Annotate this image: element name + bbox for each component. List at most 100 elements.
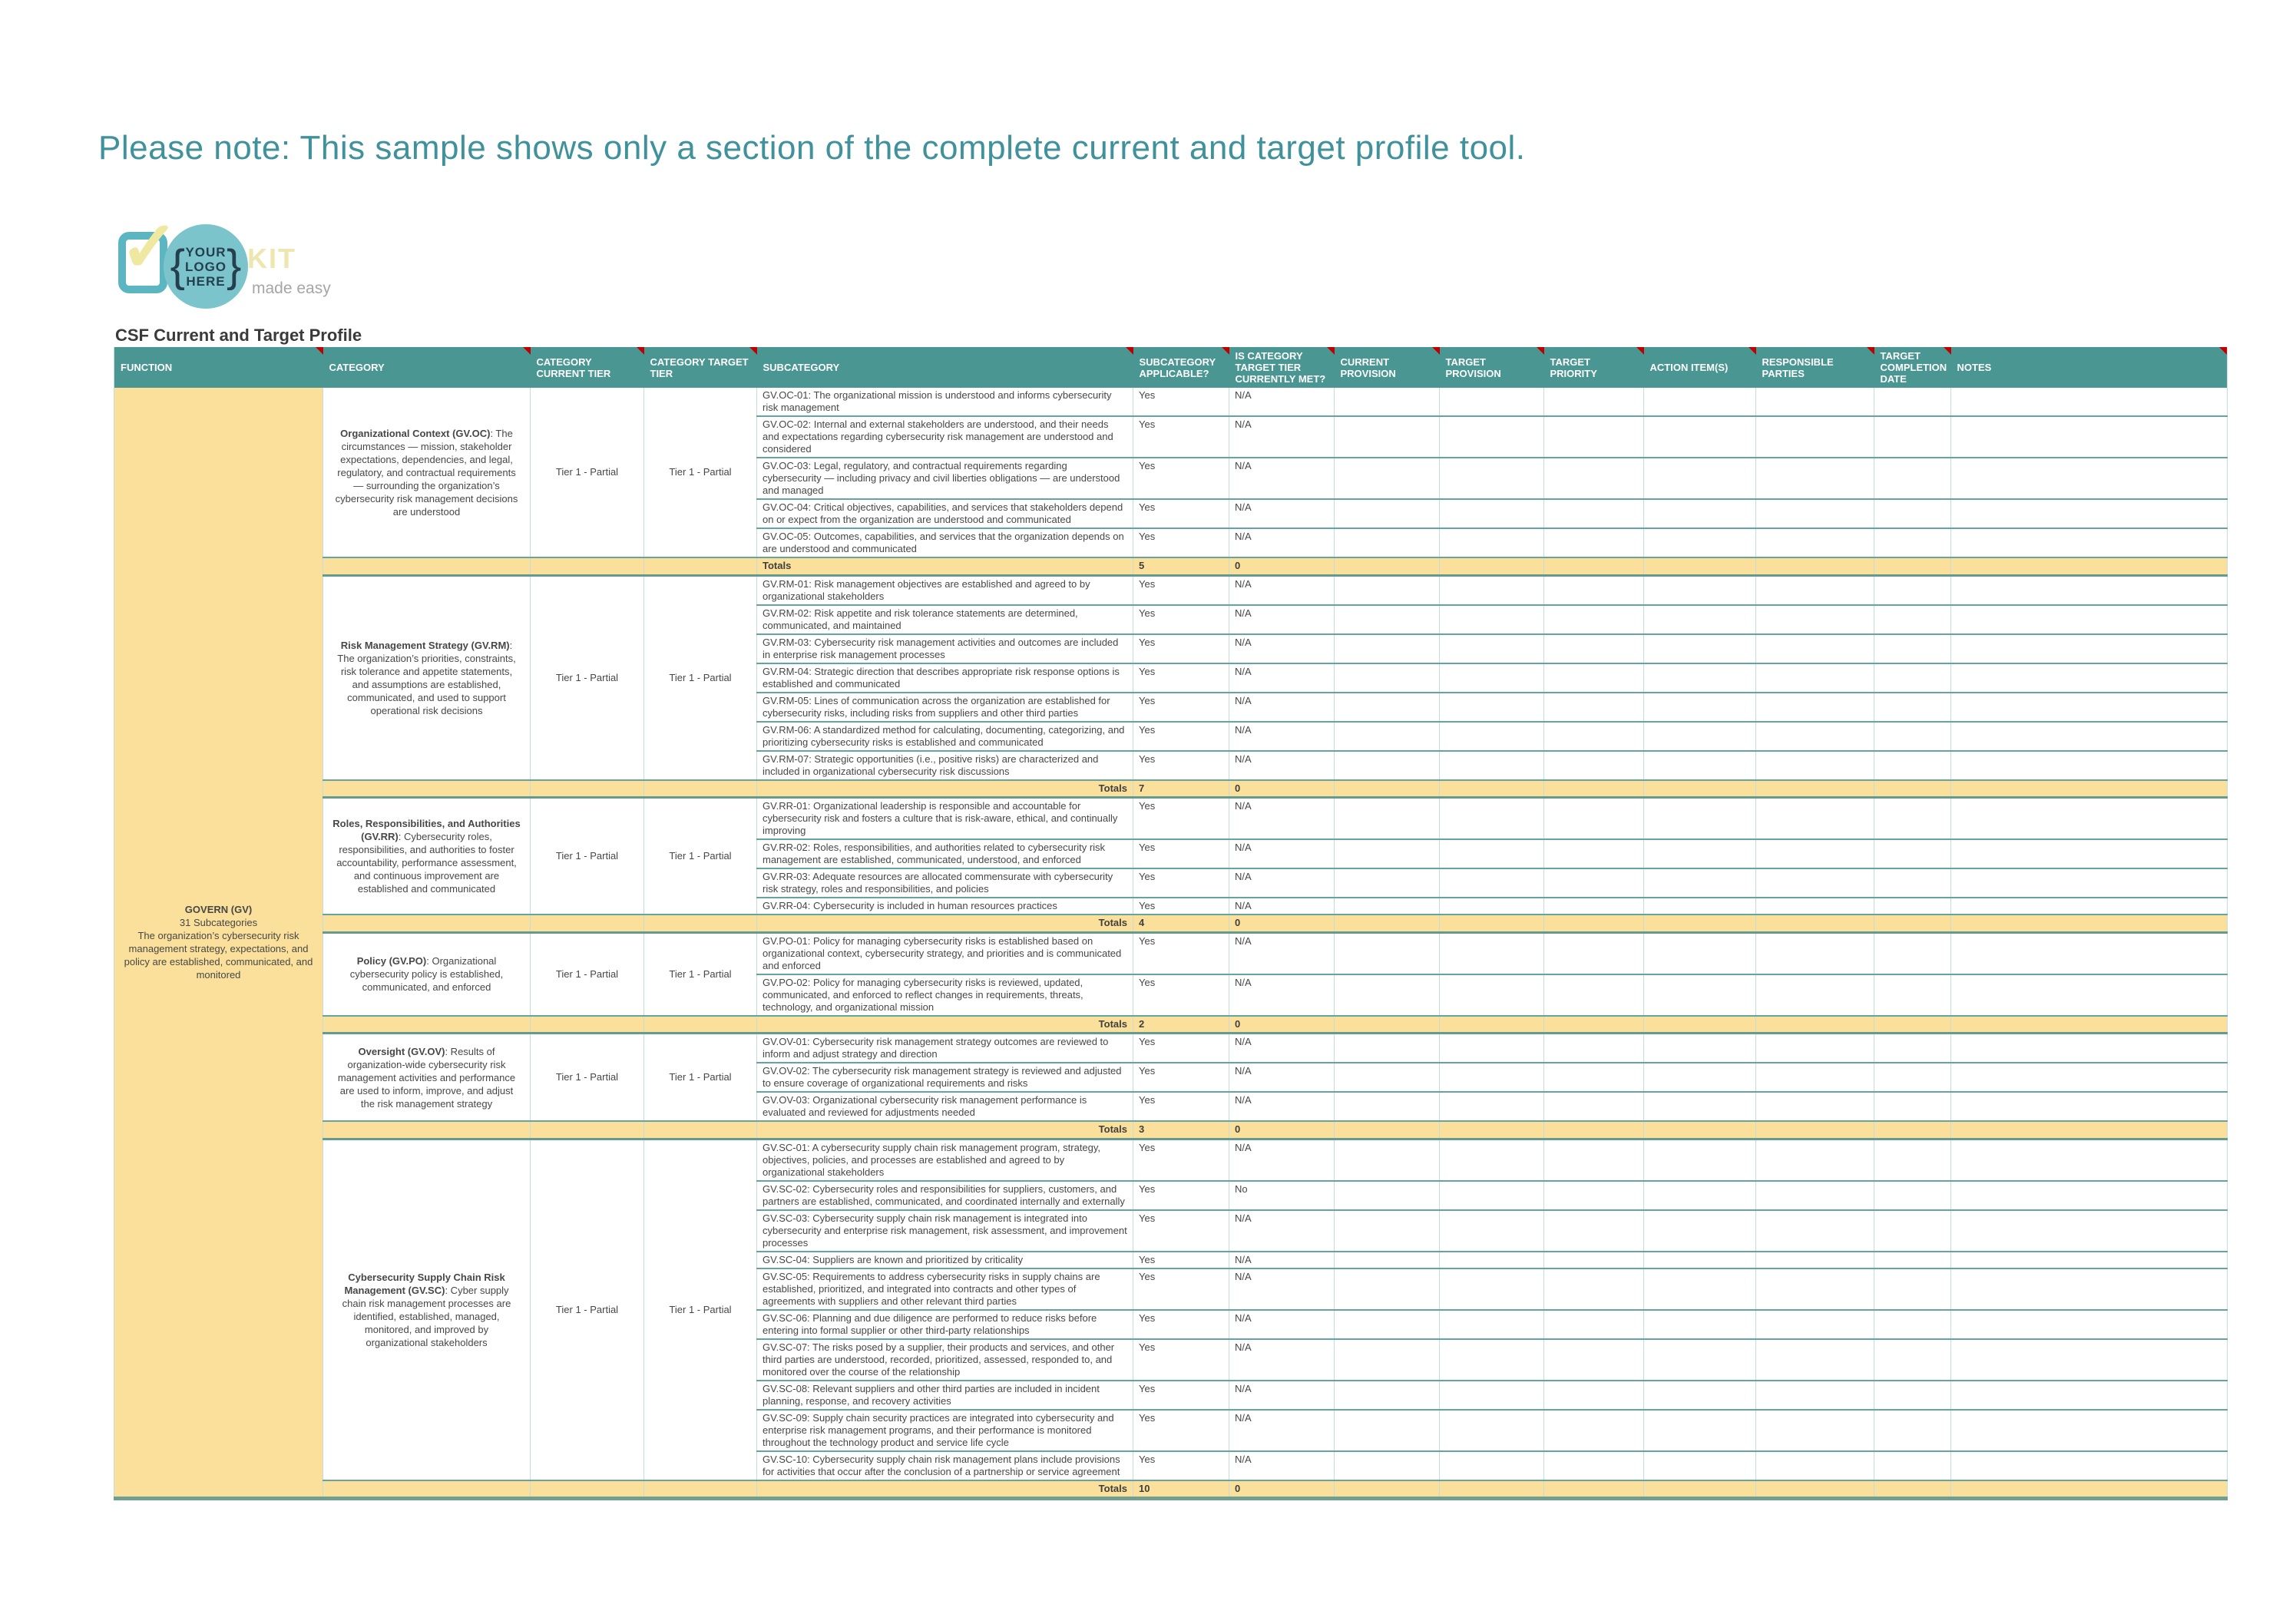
tier-met-cell[interactable]: N/A — [1229, 1309, 1335, 1340]
empty-cell[interactable] — [1643, 898, 1756, 915]
applicable-cell[interactable]: Yes — [1133, 797, 1229, 840]
empty-cell[interactable] — [1439, 1063, 1544, 1093]
tier-met-cell[interactable]: N/A — [1229, 1033, 1335, 1063]
totals-target-tier-cell[interactable] — [643, 1121, 757, 1140]
applicable-cell[interactable]: Yes — [1133, 1092, 1229, 1122]
empty-cell[interactable] — [1543, 779, 1644, 799]
applicable-cell[interactable]: Yes — [1133, 839, 1229, 869]
empty-cell[interactable] — [1950, 1033, 2228, 1063]
empty-cell[interactable] — [1950, 1268, 2228, 1311]
totals-label-cell[interactable]: Totals — [756, 1480, 1133, 1500]
empty-cell[interactable] — [1874, 1139, 1951, 1182]
empty-cell[interactable] — [1874, 416, 1951, 458]
empty-cell[interactable] — [1755, 575, 1874, 606]
empty-cell[interactable] — [1439, 1409, 1544, 1452]
empty-cell[interactable] — [1334, 1480, 1440, 1500]
empty-cell[interactable] — [1439, 868, 1544, 898]
empty-cell[interactable] — [1874, 839, 1951, 869]
empty-cell[interactable] — [1643, 750, 1756, 781]
empty-cell[interactable] — [1874, 1180, 1951, 1211]
subcategory-cell[interactable]: GV.SC-05: Requirements to address cybers… — [756, 1268, 1133, 1311]
empty-cell[interactable] — [1643, 932, 1756, 975]
empty-cell[interactable] — [1334, 388, 1440, 417]
empty-cell[interactable] — [1334, 1409, 1440, 1452]
empty-cell[interactable] — [1950, 416, 2228, 458]
empty-cell[interactable] — [1755, 416, 1874, 458]
tier-met-cell[interactable]: N/A — [1229, 1209, 1335, 1252]
tier-met-cell[interactable]: N/A — [1229, 528, 1335, 558]
empty-cell[interactable] — [1643, 1092, 1756, 1122]
applicable-cell[interactable]: Yes — [1133, 1063, 1229, 1093]
empty-cell[interactable] — [1643, 839, 1756, 869]
subcategory-cell[interactable]: GV.RR-04: Cybersecurity is included in h… — [756, 898, 1133, 915]
applicable-cell[interactable]: Yes — [1133, 932, 1229, 975]
totals-applicable-cell[interactable]: 4 — [1133, 915, 1229, 934]
applicable-cell[interactable]: Yes — [1133, 1409, 1229, 1452]
empty-cell[interactable] — [1755, 868, 1874, 898]
empty-cell[interactable] — [1543, 557, 1644, 577]
empty-cell[interactable] — [1950, 388, 2228, 417]
empty-cell[interactable] — [1874, 557, 1951, 577]
subcategory-cell[interactable]: GV.RM-06: A standardized method for calc… — [756, 721, 1133, 752]
empty-cell[interactable] — [1543, 1209, 1644, 1252]
tier-met-cell[interactable]: N/A — [1229, 499, 1335, 529]
empty-cell[interactable] — [1643, 458, 1756, 500]
function-cell[interactable]: GOVERN (GV) 31 Subcategories The organizat… — [114, 388, 323, 1499]
tier-met-cell[interactable]: N/A — [1229, 1092, 1335, 1122]
tier-met-cell[interactable]: N/A — [1229, 604, 1335, 635]
empty-cell[interactable] — [1543, 1063, 1644, 1093]
empty-cell[interactable] — [1543, 898, 1644, 915]
subcategory-cell[interactable]: GV.SC-02: Cybersecurity roles and respon… — [756, 1180, 1133, 1211]
empty-cell[interactable] — [1543, 932, 1644, 975]
empty-cell[interactable] — [1543, 1180, 1644, 1211]
empty-cell[interactable] — [1334, 1180, 1440, 1211]
empty-cell[interactable] — [1334, 1209, 1440, 1252]
empty-cell[interactable] — [1874, 499, 1951, 529]
tier-met-cell[interactable]: N/A — [1229, 797, 1335, 840]
empty-cell[interactable] — [1543, 1121, 1644, 1140]
empty-cell[interactable] — [1643, 528, 1756, 558]
empty-cell[interactable] — [1439, 1309, 1544, 1340]
tier-met-cell[interactable]: N/A — [1229, 416, 1335, 458]
empty-cell[interactable] — [1755, 604, 1874, 635]
empty-cell[interactable] — [1755, 1139, 1874, 1182]
empty-cell[interactable] — [1439, 1268, 1544, 1311]
empty-cell[interactable] — [1755, 633, 1874, 664]
empty-cell[interactable] — [1950, 839, 2228, 869]
empty-cell[interactable] — [1950, 868, 2228, 898]
tier-met-cell[interactable]: N/A — [1229, 575, 1335, 606]
applicable-cell[interactable]: Yes — [1133, 1139, 1229, 1182]
empty-cell[interactable] — [1874, 388, 1951, 417]
empty-cell[interactable] — [1439, 1180, 1544, 1211]
applicable-cell[interactable]: Yes — [1133, 1033, 1229, 1063]
column-header-category-current-tier[interactable]: Category Current Tier — [530, 347, 644, 388]
empty-cell[interactable] — [1543, 839, 1644, 869]
empty-cell[interactable] — [1543, 1450, 1644, 1481]
category-cell[interactable]: Risk Management Strategy (GV.RM): The or… — [323, 575, 531, 781]
empty-cell[interactable] — [1950, 1309, 2228, 1340]
empty-cell[interactable] — [1334, 633, 1440, 664]
empty-cell[interactable] — [1439, 1139, 1544, 1182]
subcategory-cell[interactable]: GV.OV-01: Cybersecurity risk management … — [756, 1033, 1133, 1063]
empty-cell[interactable] — [1543, 974, 1644, 1017]
empty-cell[interactable] — [1334, 1015, 1440, 1034]
empty-cell[interactable] — [1643, 692, 1756, 723]
category-current-tier-cell[interactable]: Tier 1 - Partial — [530, 797, 644, 915]
empty-cell[interactable] — [1874, 1063, 1951, 1093]
empty-cell[interactable] — [1439, 721, 1544, 752]
empty-cell[interactable] — [1439, 575, 1544, 606]
empty-cell[interactable] — [1755, 779, 1874, 799]
totals-category-cell[interactable] — [323, 779, 531, 799]
empty-cell[interactable] — [1543, 1380, 1644, 1411]
empty-cell[interactable] — [1543, 1480, 1644, 1500]
subcategory-cell[interactable]: GV.PO-02: Policy for managing cybersecur… — [756, 974, 1133, 1017]
empty-cell[interactable] — [1439, 1015, 1544, 1034]
empty-cell[interactable] — [1755, 898, 1874, 915]
empty-cell[interactable] — [1543, 1139, 1644, 1182]
empty-cell[interactable] — [1874, 458, 1951, 500]
subcategory-cell[interactable]: GV.OC-02: Internal and external stakehol… — [756, 416, 1133, 458]
subcategory-cell[interactable]: GV.PO-01: Policy for managing cybersecur… — [756, 932, 1133, 975]
empty-cell[interactable] — [1755, 1063, 1874, 1093]
empty-cell[interactable] — [1874, 1409, 1951, 1452]
empty-cell[interactable] — [1755, 839, 1874, 869]
